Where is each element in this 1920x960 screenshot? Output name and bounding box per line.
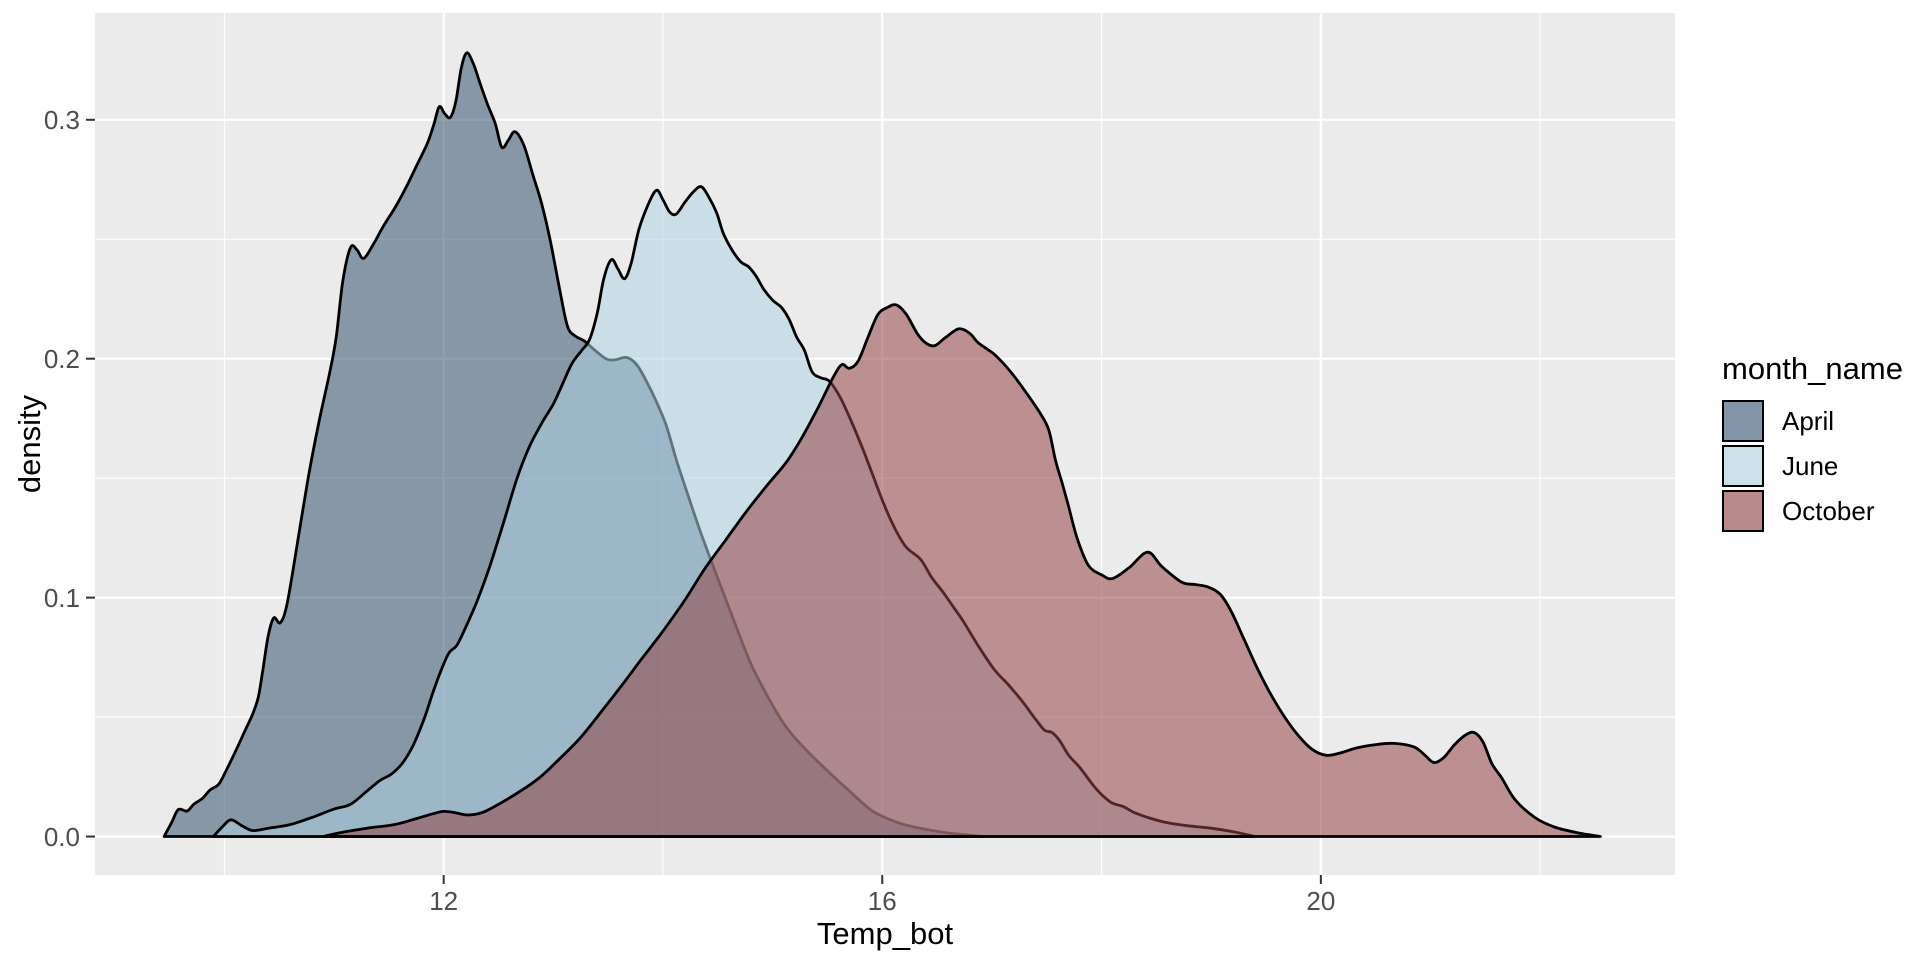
y-tick-label-0.3: 0.3 (43, 104, 80, 135)
x-axis-title: Temp_bot (816, 916, 954, 951)
y-tick-label-0.2: 0.2 (43, 343, 80, 374)
x-tick-label-16: 16 (867, 886, 897, 916)
y-tick-label-0.0: 0.0 (43, 821, 80, 852)
density-curve-october (321, 303, 1602, 838)
legend-key-june (1722, 445, 1764, 487)
legend-label-april: April (1782, 406, 1835, 436)
x-tick-label-20: 20 (1306, 886, 1336, 916)
legend-key-april (1722, 400, 1764, 442)
y-tick-label-0.1: 0.1 (43, 582, 80, 613)
legend-title: month_name (1722, 351, 1903, 386)
y-axis-title: density (12, 394, 47, 494)
legend-label-june: June (1782, 451, 1839, 481)
legend-key-october (1722, 490, 1764, 532)
x-tick-label-12: 12 (429, 886, 459, 916)
legend-label-october: October (1782, 496, 1875, 526)
